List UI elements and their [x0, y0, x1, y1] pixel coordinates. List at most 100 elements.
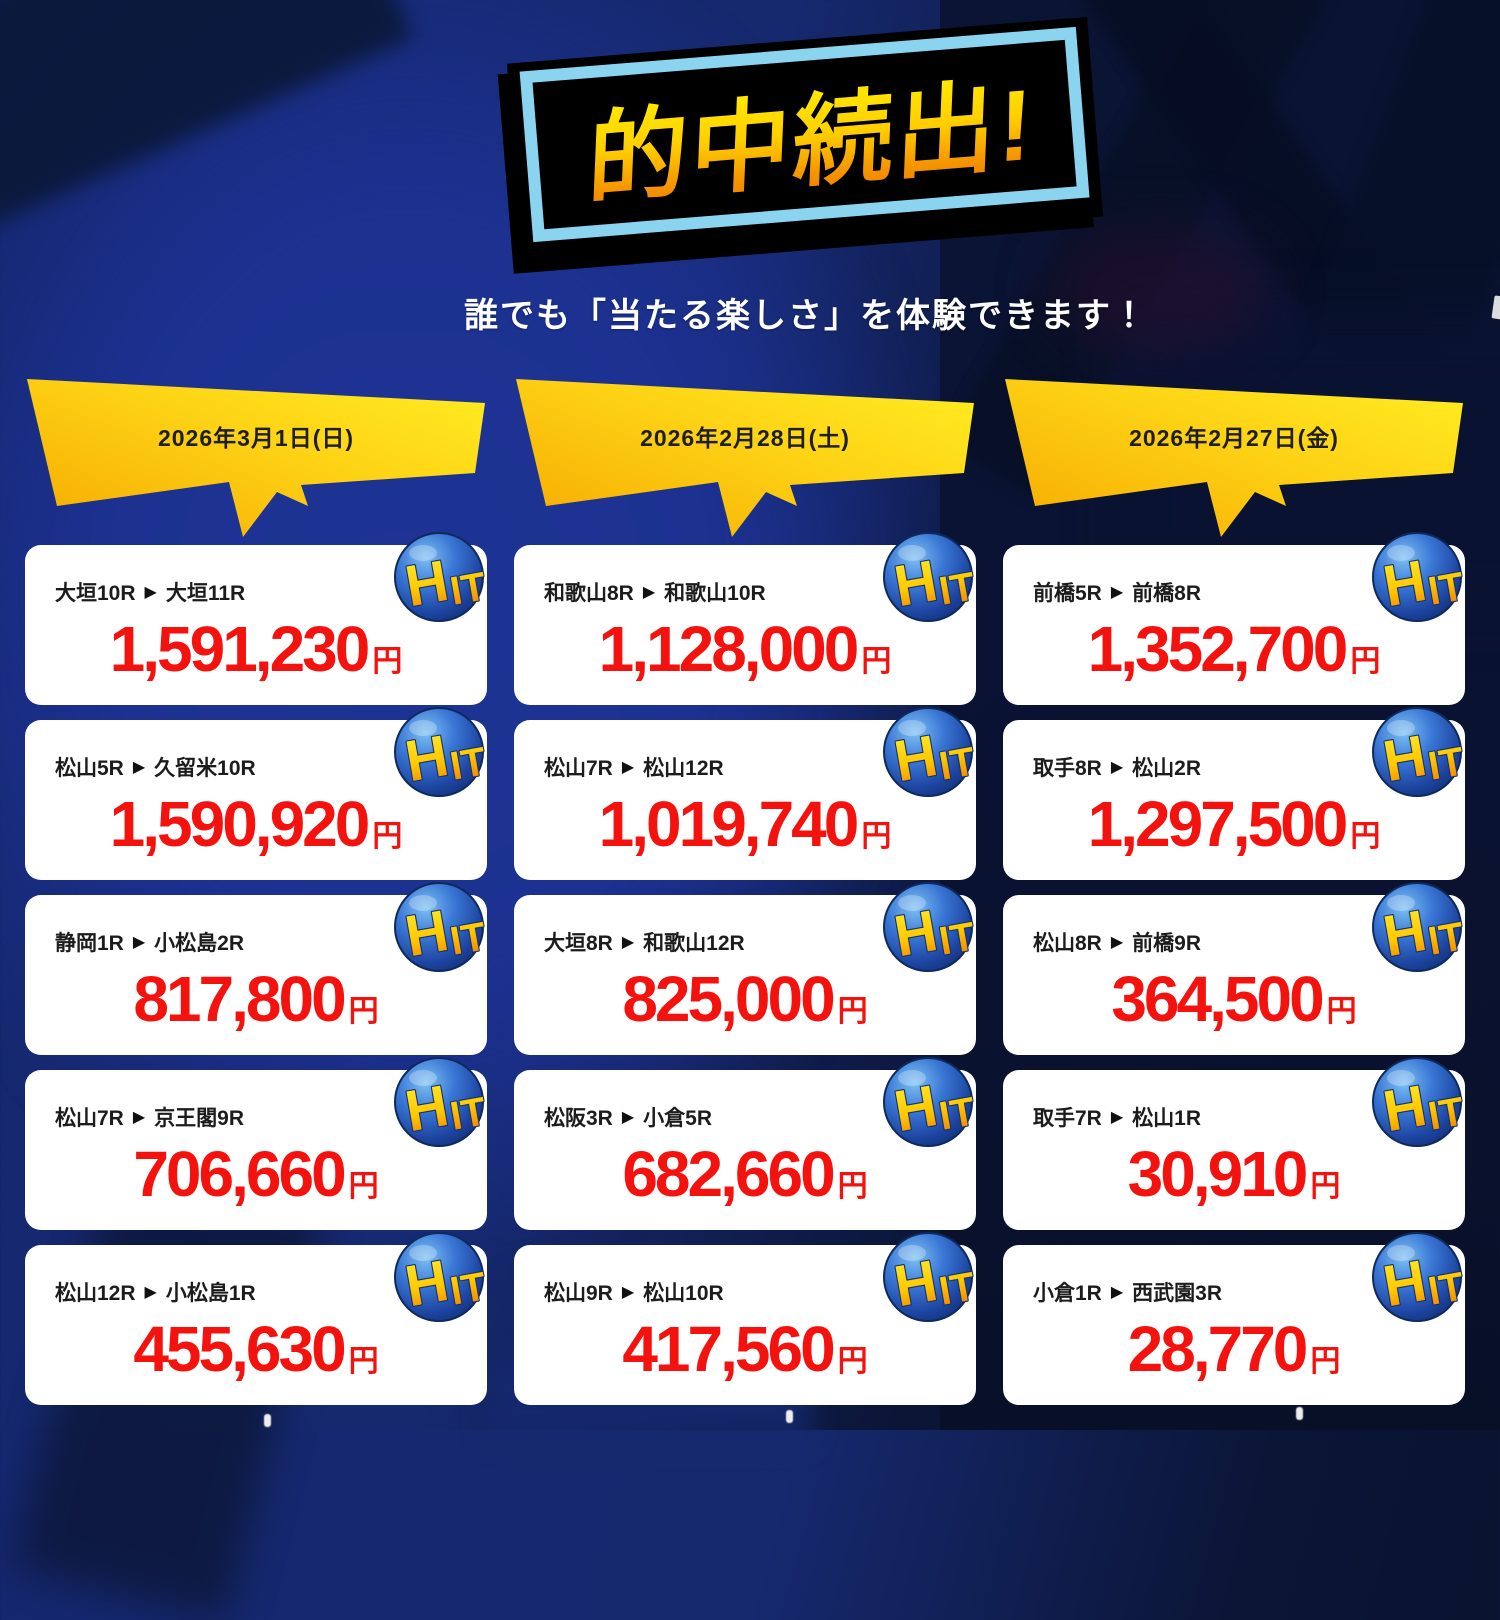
payout-amount: 28,770	[1127, 1313, 1309, 1385]
amount-row: 1,590,920 円	[25, 792, 487, 856]
payout-card: 松山9R ▶ 松山10R 417,560 円 HIT	[514, 1232, 980, 1405]
payout-amount: 1,128,000	[598, 613, 860, 685]
race-from: 松阪3R	[544, 1107, 613, 1130]
hit-streak-banner: 的中続出!	[506, 16, 1104, 264]
hit-badge-glint	[898, 1070, 926, 1086]
result-column: 2026年2月27日(金) 前橋5R ▶ 前橋8R 1,352,700 円 HI…	[1003, 375, 1469, 1405]
amount-row: 364,500 円	[1003, 967, 1465, 1031]
background-smudge	[1050, 225, 1270, 355]
hit-badge-circle	[1372, 1057, 1462, 1147]
amount-row: 1,352,700 円	[1003, 617, 1465, 681]
arrow-right-icon: ▶	[621, 759, 635, 776]
currency-suffix: 円	[1350, 645, 1381, 678]
hit-badge-circle	[1372, 1232, 1462, 1322]
hit-badge: HIT	[882, 1231, 980, 1323]
hit-badge: HIT	[882, 881, 980, 973]
hit-badge-circle	[883, 532, 973, 622]
race-row: 大垣10R ▶ 大垣11R	[55, 577, 487, 607]
arrow-right-icon: ▶	[1110, 759, 1124, 776]
payout-amount: 682,660	[622, 1138, 835, 1210]
bottom-dot	[264, 1414, 271, 1427]
arrow-right-icon: ▶	[1110, 1284, 1124, 1301]
date-label: 2026年3月1日(日)	[157, 425, 355, 451]
race-to: 大垣11R	[165, 582, 246, 605]
race-from: 松山5R	[55, 757, 124, 780]
payout-amount: 817,800	[133, 963, 346, 1035]
currency-suffix: 円	[837, 1345, 868, 1378]
payout-card: 松山5R ▶ 久留米10R 1,590,920 円 HIT	[25, 707, 491, 880]
hit-badge-art: HIT	[1372, 1057, 1469, 1147]
race-row: 前橋5R ▶ 前橋8R	[1033, 577, 1465, 607]
hit-badge-art: HIT	[1372, 1232, 1469, 1322]
hit-badge-circle	[883, 707, 973, 797]
amount-row: 1,591,230 円	[25, 617, 487, 681]
arrow-right-icon: ▶	[621, 934, 635, 951]
race-row: 静岡1R ▶ 小松島2R	[55, 927, 487, 957]
payout-card: 小倉1R ▶ 西武園3R 28,770 円 HIT	[1003, 1232, 1469, 1405]
hit-badge-glint	[1387, 720, 1415, 736]
arrow-right-icon: ▶	[144, 584, 157, 601]
hit-badge: HIT	[393, 706, 491, 798]
payout-amount: 364,500	[1111, 963, 1324, 1035]
hit-badge: HIT	[1371, 1056, 1469, 1148]
race-from: 前橋5R	[1033, 582, 1102, 605]
amount-row: 1,297,500 円	[1003, 792, 1465, 856]
race-to: 小倉5R	[643, 1107, 713, 1130]
race-to: 前橋8R	[1132, 582, 1202, 605]
payout-card: 松山7R ▶ 松山12R 1,019,740 円 HIT	[514, 707, 980, 880]
race-row: 取手7R ▶ 松山1R	[1033, 1102, 1465, 1132]
subtitle: 誰でも「当たる楽しさ」を体験できます！	[464, 297, 1148, 335]
hit-badge-text: HIT	[1379, 1067, 1468, 1147]
currency-suffix: 円	[1310, 1345, 1341, 1378]
payout-card: 大垣10R ▶ 大垣11R 1,591,230 円 HIT	[25, 532, 491, 705]
hit-badge-circle	[883, 1232, 973, 1322]
hit-badge-glint	[1387, 545, 1415, 561]
result-column: 2026年3月1日(日) 大垣10R ▶ 大垣11R 1,591,230 円 H…	[25, 375, 491, 1405]
race-row: 松山7R ▶ 京王閣9R	[55, 1102, 487, 1132]
payout-amount: 1,590,920	[109, 788, 371, 860]
card-list: 和歌山8R ▶ 和歌山10R 1,128,000 円 HIT 松山7R ▶ 松山…	[514, 532, 980, 1405]
hit-badge-art: HIT	[1372, 707, 1469, 797]
hit-badge: HIT	[882, 531, 980, 623]
race-to: 和歌山10R	[664, 582, 766, 605]
hit-badge-glint	[409, 895, 437, 911]
payout-card: 前橋5R ▶ 前橋8R 1,352,700 円 HIT	[1003, 532, 1469, 705]
hit-badge-circle	[883, 1057, 973, 1147]
race-row: 和歌山8R ▶ 和歌山10R	[544, 577, 976, 607]
race-to: 松山1R	[1132, 1107, 1202, 1130]
amount-row: 1,019,740 円	[514, 792, 976, 856]
race-row: 松山5R ▶ 久留米10R	[55, 752, 487, 782]
race-row: 取手8R ▶ 松山2R	[1033, 752, 1465, 782]
date-bubble: 2026年2月28日(土)	[516, 379, 974, 537]
payout-card: 松山8R ▶ 前橋9R 364,500 円 HIT	[1003, 882, 1469, 1055]
payout-card: 静岡1R ▶ 小松島2R 817,800 円 HIT	[25, 882, 491, 1055]
race-row: 松山9R ▶ 松山10R	[544, 1277, 976, 1307]
hit-badge-circle	[394, 1232, 484, 1322]
race-to: 松山2R	[1132, 757, 1202, 780]
hit-badge-circle	[394, 882, 484, 972]
hit-badge: HIT	[1371, 1231, 1469, 1323]
payout-amount: 1,297,500	[1087, 788, 1349, 860]
hit-badge-circle	[394, 707, 484, 797]
arrow-right-icon: ▶	[642, 584, 656, 601]
hit-badge-glint	[409, 1070, 437, 1086]
date-bubble: 2026年3月1日(日)	[27, 379, 485, 537]
hit-badge-text: HIT	[890, 1067, 979, 1147]
hit-badge-glint	[1387, 1070, 1415, 1086]
payout-amount: 455,630	[133, 1313, 346, 1385]
currency-suffix: 円	[372, 820, 403, 853]
banner-title: 的中続出!	[586, 68, 1037, 216]
payout-card: 松阪3R ▶ 小倉5R 682,660 円 HIT	[514, 1057, 980, 1230]
hit-badge: HIT	[393, 1231, 491, 1323]
race-from: 松山12R	[55, 1282, 136, 1305]
race-row: 松山8R ▶ 前橋9R	[1033, 927, 1465, 957]
arrow-right-icon: ▶	[621, 1284, 635, 1301]
currency-suffix: 円	[1326, 995, 1357, 1028]
result-column: 2026年2月28日(土) 和歌山8R ▶ 和歌山10R 1,128,000 円…	[514, 375, 980, 1405]
currency-suffix: 円	[837, 995, 868, 1028]
hit-badge-glint	[898, 720, 926, 736]
hit-badge: HIT	[882, 706, 980, 798]
hit-badge: HIT	[1371, 706, 1469, 798]
hit-badge-glint	[1387, 1245, 1415, 1261]
amount-row: 682,660 円	[514, 1142, 976, 1206]
